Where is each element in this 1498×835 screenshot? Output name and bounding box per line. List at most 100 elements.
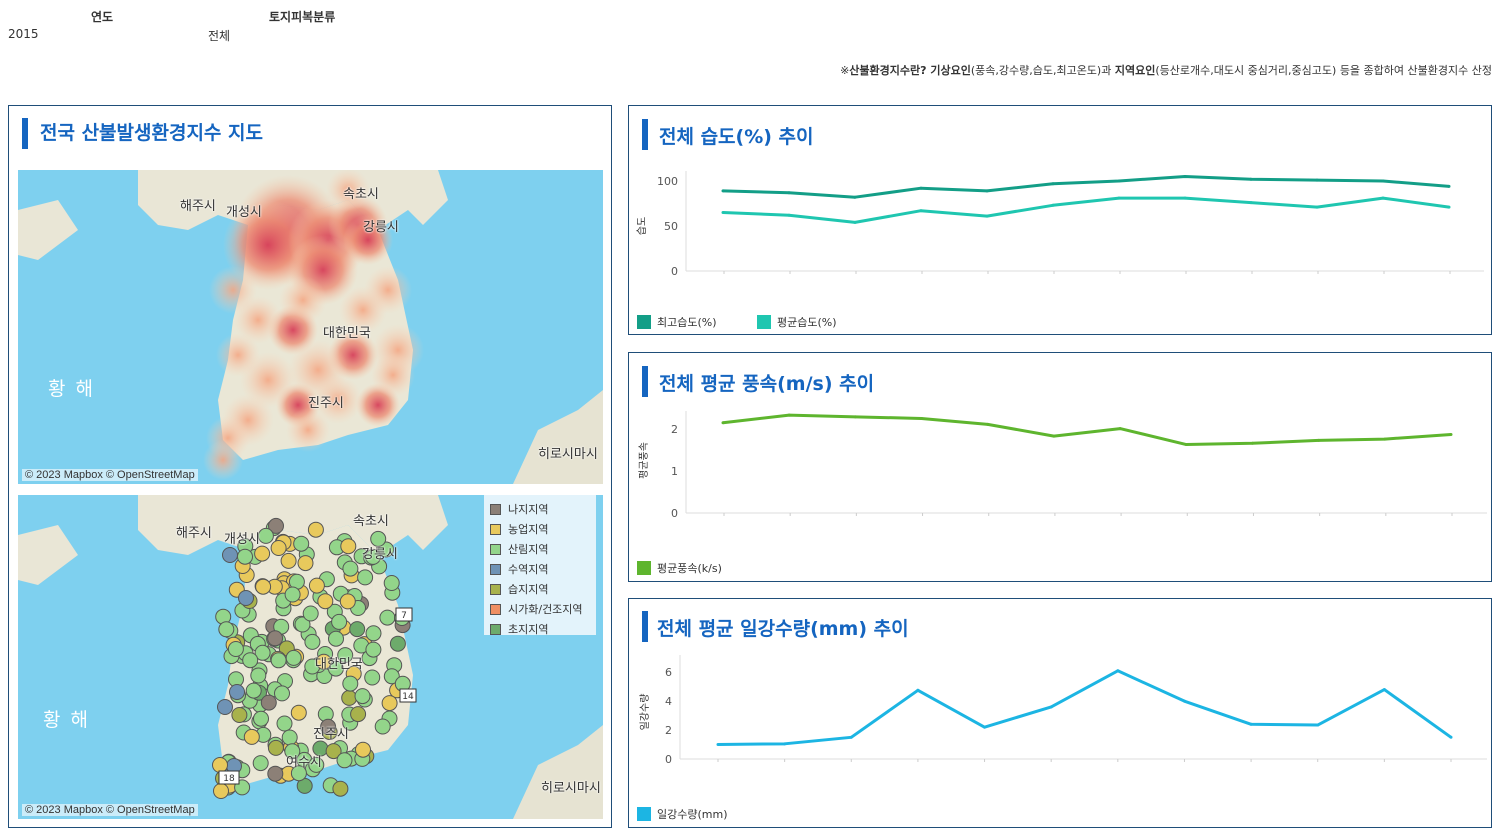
data-point[interactable]	[849, 735, 853, 739]
data-point[interactable]	[853, 195, 857, 199]
landcover-point[interactable]	[252, 755, 269, 772]
landcover-point[interactable]	[315, 653, 332, 670]
data-point[interactable]	[1315, 178, 1319, 182]
data-point[interactable]	[1052, 434, 1056, 438]
data-point[interactable]	[1182, 699, 1186, 703]
landcover-point[interactable]	[270, 652, 287, 669]
data-point[interactable]	[1117, 179, 1121, 183]
landcover-point[interactable]	[339, 593, 356, 610]
data-point[interactable]	[1449, 735, 1453, 739]
landcover-point[interactable]	[281, 729, 298, 746]
legend-item-urban[interactable]: 시가화/건조지역	[490, 599, 590, 619]
landcover-point[interactable]	[213, 783, 229, 799]
landcover-point[interactable]	[341, 689, 358, 706]
landcover-point[interactable]	[337, 647, 354, 664]
landcover-point[interactable]	[290, 704, 307, 721]
landcover-point[interactable]	[270, 540, 287, 556]
data-point[interactable]	[1316, 723, 1320, 727]
data-point[interactable]	[1118, 427, 1122, 431]
landcover-point[interactable]	[383, 668, 400, 685]
data-point[interactable]	[787, 213, 791, 217]
landcover-point[interactable]	[365, 641, 382, 658]
data-point[interactable]	[1183, 196, 1187, 200]
data-point[interactable]	[1249, 177, 1253, 181]
landcover-dot-map[interactable]: 18 7 14 해주시 개성시 속초시 강릉시 대한민국 진주시 여수시 히로시…	[18, 495, 603, 819]
legend-max-humidity[interactable]: 최고습도(%)	[637, 314, 717, 330]
landcover-point[interactable]	[332, 780, 349, 797]
landcover-point[interactable]	[267, 765, 284, 782]
year-filter-value[interactable]: 2015	[8, 27, 39, 41]
heatmap-map[interactable]: 해주시 개성시 속초시 강릉시 대한민국 진주시 히로시마시 황 해 © 202…	[18, 170, 603, 484]
landcover-point[interactable]	[365, 625, 382, 642]
landcover-point[interactable]	[257, 527, 274, 544]
landcover-point[interactable]	[285, 649, 302, 666]
landcover-point[interactable]	[302, 605, 319, 622]
landcover-point[interactable]	[374, 718, 391, 735]
landcover-point[interactable]	[260, 694, 277, 711]
landcover-point[interactable]	[267, 739, 284, 756]
landcover-point[interactable]	[379, 609, 396, 626]
landcover-point[interactable]	[378, 541, 395, 558]
landcover-point[interactable]	[250, 667, 267, 684]
landcover-point[interactable]	[342, 675, 359, 692]
landcover-point[interactable]	[349, 621, 366, 638]
landcover-point[interactable]	[355, 741, 371, 758]
data-point[interactable]	[1315, 205, 1319, 209]
landcover-point[interactable]	[320, 718, 337, 735]
landcover-point[interactable]	[280, 552, 297, 569]
data-point[interactable]	[853, 220, 857, 224]
data-point[interactable]	[716, 743, 720, 747]
data-point[interactable]	[983, 725, 987, 729]
landcover-point[interactable]	[297, 555, 314, 572]
landcover-point[interactable]	[383, 575, 400, 591]
data-point[interactable]	[1381, 179, 1385, 183]
legend-item-bare[interactable]: 나지지역	[490, 499, 590, 519]
landcover-point[interactable]	[331, 613, 348, 630]
landcover-point[interactable]	[231, 707, 248, 723]
data-point[interactable]	[920, 417, 924, 420]
legend-item-grassland[interactable]: 초지지역	[490, 619, 590, 639]
data-point[interactable]	[1381, 196, 1385, 200]
landcover-point[interactable]	[308, 577, 325, 594]
landcover-point[interactable]	[354, 688, 371, 705]
data-point[interactable]	[986, 422, 990, 426]
landcover-point[interactable]	[307, 521, 324, 538]
landcover-point[interactable]	[317, 593, 334, 610]
data-point[interactable]	[985, 214, 989, 218]
data-point[interactable]	[1250, 441, 1254, 445]
landcover-point[interactable]	[340, 538, 357, 555]
landcover-filter-value[interactable]: 전체	[208, 29, 231, 43]
data-point[interactable]	[1184, 443, 1188, 447]
landcover-point[interactable]	[325, 743, 342, 760]
data-point[interactable]	[916, 688, 920, 692]
data-point[interactable]	[1317, 438, 1321, 442]
landcover-point[interactable]	[284, 743, 301, 760]
dotmap-attribution[interactable]: © 2023 Mapbox © OpenStreetMap	[22, 804, 198, 816]
data-point[interactable]	[1382, 688, 1386, 692]
data-point[interactable]	[1249, 201, 1253, 205]
landcover-point[interactable]	[336, 752, 353, 769]
data-point[interactable]	[1183, 175, 1187, 178]
legend-item-water[interactable]: 수역지역	[490, 559, 590, 579]
landcover-point[interactable]	[350, 706, 367, 723]
data-point[interactable]	[1051, 203, 1055, 207]
data-point[interactable]	[721, 421, 725, 425]
legend-item-wetland[interactable]: 습지지역	[490, 579, 590, 599]
landcover-point[interactable]	[342, 560, 359, 577]
legend-item-agriculture[interactable]: 농업지역	[490, 519, 590, 539]
landcover-point[interactable]	[276, 715, 293, 732]
series-line-0[interactable]	[717, 669, 1452, 747]
landcover-point[interactable]	[294, 616, 311, 633]
humidity-line-chart[interactable]: 0 50 100 습도	[629, 166, 1491, 316]
data-point[interactable]	[1447, 205, 1451, 209]
landcover-point[interactable]	[304, 633, 321, 650]
landcover-point[interactable]	[254, 644, 271, 661]
data-point[interactable]	[919, 209, 923, 213]
landcover-point[interactable]	[238, 590, 254, 606]
landcover-point[interactable]	[253, 710, 269, 727]
landcover-point[interactable]	[268, 517, 284, 534]
landcover-point[interactable]	[357, 569, 374, 586]
landcover-point[interactable]	[218, 621, 235, 638]
data-point[interactable]	[985, 189, 989, 193]
landcover-point[interactable]	[327, 660, 344, 677]
